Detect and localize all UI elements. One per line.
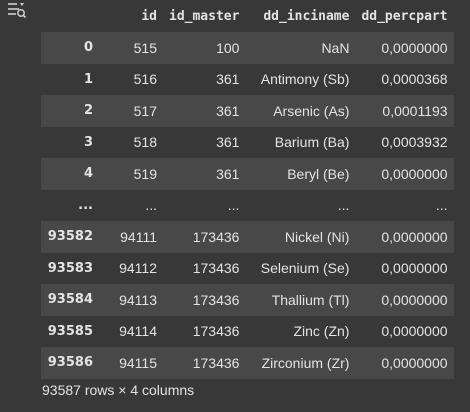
- cell-dd-inciname: NaN: [321, 39, 350, 56]
- table-row: 2 517 361 Arsenic (As) 0,0001193: [41, 95, 454, 127]
- cell-id: 94115: [119, 354, 157, 371]
- cell-id: 94114: [119, 323, 157, 340]
- cell-id-master: 361: [216, 134, 240, 151]
- cell-id: 518: [133, 134, 157, 151]
- cell-id-master: 173436: [192, 323, 240, 340]
- cell-id-master: 173436: [192, 354, 240, 371]
- cell-id: 517: [133, 102, 157, 119]
- cell-dd-inciname: Zinc (Zn): [293, 323, 350, 340]
- table-row: 93583 94112 173436 Selenium (Se) 0,00000…: [41, 252, 454, 284]
- row-index: 1: [83, 71, 93, 87]
- row-index: 93582: [47, 229, 93, 245]
- table-row: 93582 94111 173436 Nickel (Ni) 0,0000000: [41, 221, 454, 253]
- cell-id: 94113: [119, 291, 157, 308]
- cell-dd-percpart: 0,0000000: [381, 260, 448, 277]
- cell-dd-percpart: 0,0000000: [381, 323, 448, 340]
- cell-dd-inciname: Antimony (Sb): [260, 71, 350, 88]
- table-row: 1 516 361 Antimony (Sb) 0,0000368: [41, 63, 454, 95]
- cell-dd-inciname: Selenium (Se): [260, 260, 350, 277]
- cell-dd-inciname: Thallium (Tl): [271, 291, 350, 308]
- cell-id: 94112: [119, 260, 157, 277]
- table-row: 0 515 100 NaN 0,0000000: [41, 32, 454, 64]
- cell-dd-inciname: Barium (Ba): [274, 134, 350, 151]
- row-index: 2: [83, 103, 93, 119]
- table-row: 4 519 361 Beryl (Be) 0,0000000: [41, 158, 454, 190]
- cell-id-master: 173436: [192, 291, 240, 308]
- row-index: 93583: [47, 260, 93, 276]
- row-index: 93584: [47, 292, 93, 308]
- cell-id-master: ...: [227, 197, 240, 214]
- dataframe-shape-text: 93587 rows × 4 columns: [42, 382, 195, 398]
- cell-dd-inciname: Beryl (Be): [287, 165, 350, 182]
- table-filter-icon[interactable]: [2, 0, 30, 22]
- cell-dd-percpart: 0,0000000: [381, 39, 448, 56]
- header-dd-inciname: dd_inciname: [263, 9, 350, 24]
- row-index: 0: [83, 40, 93, 56]
- table-header-row: id id_master dd_inciname dd_percpart: [41, 1, 454, 32]
- row-index: 93585: [47, 323, 93, 339]
- row-index: 3: [83, 134, 93, 150]
- cell-id-master: 173436: [192, 260, 240, 277]
- cell-dd-percpart: 0,0001193: [382, 102, 448, 119]
- cell-dd-percpart: 0,0000000: [381, 354, 448, 371]
- cell-dd-percpart: 0,0000000: [381, 165, 448, 182]
- cell-dd-inciname: ...: [337, 197, 350, 214]
- table-row: 93584 94113 173436 Thallium (Tl) 0,00000…: [41, 284, 454, 316]
- cell-id: 515: [133, 39, 157, 56]
- table-row: 93586 94115 173436 Zirconium (Zr) 0,0000…: [41, 347, 454, 379]
- cell-dd-percpart: ...: [435, 197, 448, 214]
- cell-id-master: 100: [216, 39, 240, 56]
- cell-id-master: 361: [216, 102, 240, 119]
- cell-id-master: 361: [216, 71, 240, 88]
- cell-id: 516: [133, 71, 157, 88]
- row-index: 93586: [47, 355, 93, 371]
- cell-dd-percpart: 0,0000368: [381, 71, 448, 88]
- cell-id: 94111: [120, 228, 157, 245]
- header-index: [41, 1, 99, 32]
- table-row: 3 518 361 Barium (Ba) 0,0003932: [41, 126, 454, 158]
- cell-id: ...: [145, 197, 157, 214]
- header-id-master: id_master: [169, 9, 240, 24]
- table-row-ellipsis: ... ... ... ... ...: [41, 189, 454, 221]
- dataframe-table: id id_master dd_inciname dd_percpart 0 5…: [41, 1, 454, 379]
- cell-dd-inciname: Arsenic (As): [273, 102, 350, 119]
- cell-dd-inciname: Nickel (Ni): [284, 228, 350, 245]
- header-dd-percpart: dd_percpart: [361, 9, 448, 24]
- cell-id: 519: [133, 165, 157, 182]
- cell-dd-percpart: 0,0003932: [381, 134, 448, 151]
- header-id: id: [141, 9, 157, 24]
- cell-dd-percpart: 0,0000000: [381, 228, 448, 245]
- table-row: 93585 94114 173436 Zinc (Zn) 0,0000000: [41, 315, 454, 347]
- cell-id-master: 173436: [192, 228, 240, 245]
- cell-dd-inciname: Zirconium (Zr): [261, 354, 350, 371]
- cell-dd-percpart: 0,0000000: [381, 291, 448, 308]
- row-index: ...: [78, 197, 93, 213]
- row-index: 4: [83, 166, 93, 182]
- cell-id-master: 361: [216, 165, 240, 182]
